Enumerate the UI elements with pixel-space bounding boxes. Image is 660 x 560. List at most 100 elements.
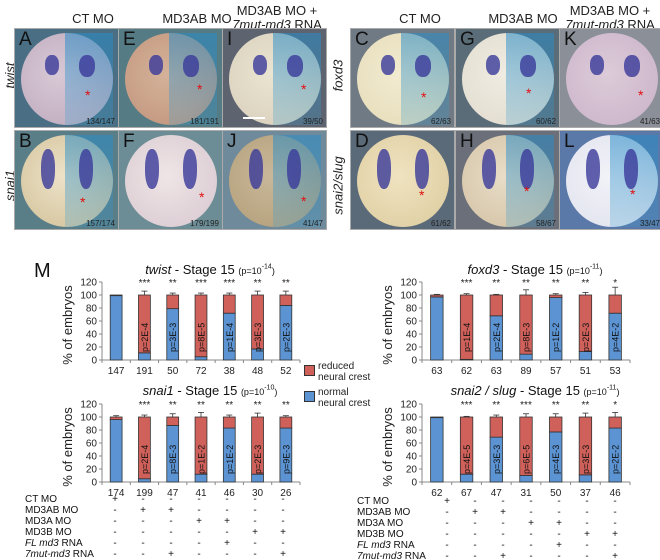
lineage-tracer-stain <box>65 33 113 125</box>
bar-normal <box>109 419 123 483</box>
y-tick-label: 100 <box>80 413 97 424</box>
condition-cell: - <box>557 551 561 560</box>
chart-title-twist: twist - Stage 15 (p=10-14) <box>110 262 310 277</box>
condition-cell: - <box>473 496 477 507</box>
y-axis-label: % of embryos <box>380 407 395 487</box>
y-tick-label: 0 <box>91 356 97 367</box>
injected-side-star-icon: * <box>526 85 532 101</box>
x-tick-label: 41 <box>195 488 207 499</box>
bar-reduced <box>222 294 236 314</box>
x-tick-label: 72 <box>195 366 207 377</box>
embryo-count: 181/191 <box>190 117 219 126</box>
condition-cell: - <box>529 529 533 540</box>
condition-cell: + <box>168 505 174 516</box>
bar-normal <box>194 473 208 483</box>
chart-title-foxd3: foxd3 - Stage 15 (p=10-11) <box>430 262 640 277</box>
bar-normal <box>138 478 151 483</box>
y-tick-label: 20 <box>86 343 98 354</box>
lineage-tracer-stain <box>169 33 217 125</box>
y-axis-label: % of embryos <box>380 285 395 365</box>
rescue-line1: MD3AB MO + <box>236 3 318 18</box>
condition-cell: - <box>473 529 477 540</box>
rna-suffix: RNA <box>70 549 94 560</box>
panel-letter: L <box>564 131 575 152</box>
condition-row: MD3AB MO - + + - - - - <box>357 507 629 518</box>
y-tick-label: 80 <box>406 304 418 315</box>
gene-name: foxd3 <box>467 262 500 277</box>
condition-cell: - <box>253 538 257 549</box>
condition-cell: - <box>445 529 449 540</box>
x-tick-label: 57 <box>550 366 562 377</box>
x-tick-label: 63 <box>491 366 503 377</box>
significance-label: ** <box>169 400 177 411</box>
pvalue-exp: -10 <box>264 384 275 392</box>
condition-cell: + <box>444 496 450 507</box>
condition-cell: - <box>445 507 449 518</box>
significance-label: ** <box>254 278 262 289</box>
condition-cell: - <box>557 507 561 518</box>
significance-label: *** <box>139 400 151 411</box>
panel-letter: I <box>227 29 233 50</box>
condition-cell: - <box>169 494 173 505</box>
embryo-count: 41/63 <box>639 117 660 126</box>
embryo-panel-f: F * 179/199 <box>118 130 223 230</box>
significance-label: * <box>613 278 617 289</box>
pvalue-exp: -11 <box>606 384 617 392</box>
condition-cell: + <box>556 518 562 529</box>
condition-cell: - <box>197 527 201 538</box>
p-value-label: p=2E-3 <box>281 323 291 352</box>
condition-cell: + <box>584 529 590 540</box>
x-tick-label: 199 <box>136 488 153 499</box>
condition-cell: - <box>141 516 145 527</box>
bar-normal <box>459 473 474 483</box>
col-header-ct-mo-right: CT MO <box>399 11 441 26</box>
bar-reduced <box>279 416 293 429</box>
y-tick-label: 120 <box>80 400 97 411</box>
y-tick-label: 0 <box>91 478 97 489</box>
condition-cell: + <box>612 529 618 540</box>
bar-reduced <box>489 416 503 438</box>
condition-cell: - <box>585 518 589 529</box>
x-tick-label: 53 <box>610 366 622 377</box>
significance-label: *** <box>461 278 473 289</box>
condition-cell: - <box>281 538 285 549</box>
paren: ) <box>274 387 278 397</box>
x-tick-label: 89 <box>520 366 532 377</box>
rna-suffix: RNA <box>402 551 426 560</box>
chart-title-snai2: snai2 / slug - Stage 15 (p=10-11) <box>420 383 650 398</box>
condition-cell: + <box>280 549 286 560</box>
embryo-panel-j: J * 41/47 <box>222 130 327 230</box>
condition-cell: - <box>557 496 561 507</box>
expression-domain <box>624 149 638 189</box>
p-value-label: p=9E-3 <box>281 445 291 474</box>
condition-cell: - <box>529 551 533 560</box>
y-tick-label: 60 <box>86 439 98 450</box>
row-label-snai2: snai2/slug <box>330 156 346 215</box>
rna-name: 7mut-md3 <box>25 549 71 560</box>
injected-side-star-icon: * <box>638 87 644 103</box>
embryo-panel-b: B * 157/174 <box>14 130 119 230</box>
significance-label: ** <box>169 278 177 289</box>
condition-label: 7mut-md3 RNA <box>357 551 433 560</box>
injected-side-star-icon: * <box>301 193 307 209</box>
condition-cell: + <box>224 516 230 527</box>
embryo-image <box>229 135 321 227</box>
condition-cell: - <box>613 496 617 507</box>
condition-cell: - <box>445 551 449 560</box>
embryo-panel-d: D * 61/62 <box>350 130 455 230</box>
condition-cell: + <box>224 538 230 549</box>
condition-row: MD3A MO - - - + + - - <box>25 516 297 527</box>
p-value-label: p=6E-5 <box>522 445 532 474</box>
p-value-label: p=3E-3 <box>168 323 178 352</box>
y-tick-label: 100 <box>400 413 417 424</box>
panel-letter: B <box>19 131 32 152</box>
col-header-ct-mo-left: CT MO <box>72 11 114 26</box>
condition-row: MD3AB MO - + + - - - - <box>25 505 297 516</box>
significance-label: *** <box>461 400 473 411</box>
condition-cell: - <box>473 518 477 529</box>
condition-cell: - <box>557 529 561 540</box>
condition-cell: - <box>473 540 477 551</box>
x-tick-label: 174 <box>108 488 125 499</box>
x-tick-label: 26 <box>280 488 292 499</box>
condition-label: FL md3 RNA <box>25 538 101 549</box>
